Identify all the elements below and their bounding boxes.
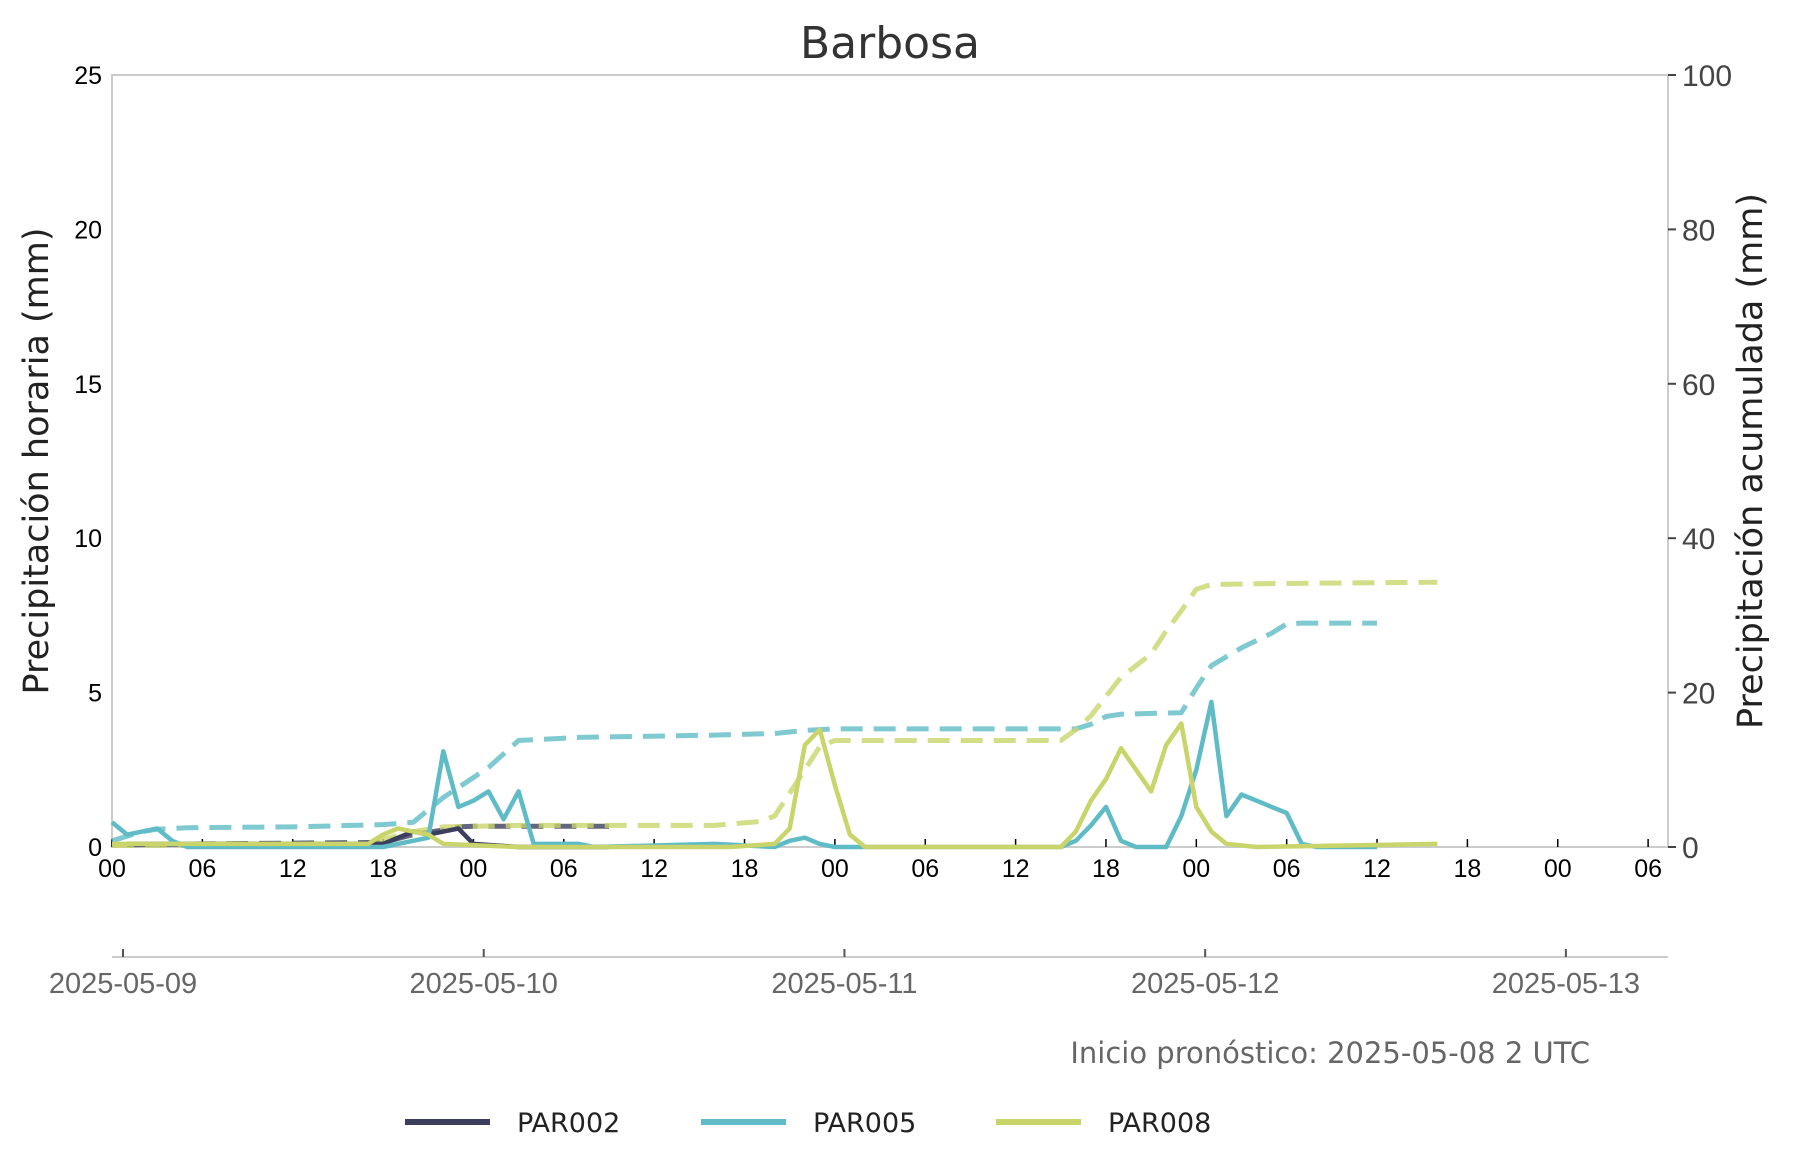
left-tick-label: 5	[88, 680, 102, 708]
hour-tick-label: 18	[1092, 855, 1120, 883]
left-tick-label: 15	[74, 371, 102, 399]
forecast-start-note: Inicio pronóstico: 2025-05-08 2 UTC	[1070, 1036, 1590, 1070]
hourly-line-par008	[112, 721, 1438, 850]
date-tick-label: 2025-05-11	[771, 968, 917, 1000]
date-tick-label: 2025-05-12	[1131, 968, 1279, 1000]
hourly-line-par005	[110, 699, 1377, 850]
accumulated-line-par008	[111, 579, 1438, 848]
hour-tick-label: 06	[1634, 855, 1662, 883]
hour-tick-label: 00	[460, 855, 488, 883]
date-tick-label: 2025-05-10	[410, 968, 558, 1000]
chart-title: Barbosa	[800, 18, 980, 69]
hourly-series-group	[110, 699, 1438, 850]
hour-tick-label: 12	[640, 855, 668, 883]
hour-tick-label: 00	[821, 855, 849, 883]
right-axis-label: Precipitación acumulada (mm)	[1731, 193, 1771, 729]
date-tick-label: 2025-05-13	[1492, 968, 1640, 1000]
left-tick-label: 10	[74, 525, 102, 553]
hour-tick-label: 06	[911, 855, 939, 883]
hour-tick-label: 12	[1002, 855, 1030, 883]
left-axis: 0 5 10 15 20 25	[74, 62, 102, 862]
hour-tick-label: 00	[1544, 855, 1572, 883]
left-tick-label: 25	[74, 62, 102, 90]
hour-tick-label: 18	[1453, 855, 1481, 883]
accumulated-series-group	[111, 579, 1438, 848]
date-axis: 2025-05-09 2025-05-10 2025-05-11 2025-05-12…	[49, 949, 1640, 1000]
hour-tick-label: 12	[1363, 855, 1391, 883]
legend-label-par008: PAR008	[1108, 1108, 1211, 1139]
right-tick-label: 60	[1682, 369, 1715, 402]
hour-tick-label: 18	[731, 855, 759, 883]
hour-tick-label: 00	[98, 855, 126, 883]
date-tick-label: 2025-05-09	[49, 968, 197, 1000]
right-tick-label: 20	[1682, 678, 1715, 711]
right-tick-label: 0	[1682, 832, 1699, 865]
left-tick-label: 0	[88, 834, 102, 862]
legend-label-par002: PAR002	[517, 1108, 620, 1139]
right-tick-label: 80	[1682, 214, 1715, 247]
right-tick-label: 100	[1682, 60, 1732, 93]
right-axis: 0 20 40 60 80 100	[1668, 60, 1732, 865]
accumulated-line-par005	[111, 620, 1377, 844]
left-axis-label: Precipitación horaria (mm)	[17, 227, 57, 694]
hour-tick-label: 06	[550, 855, 578, 883]
hour-tick-label: 18	[369, 855, 397, 883]
legend: PAR002 PAR005 PAR008	[405, 1108, 1211, 1139]
right-tick-label: 40	[1682, 523, 1715, 556]
hour-tick-label: 12	[279, 855, 307, 883]
left-tick-label: 20	[74, 216, 102, 244]
hour-tick-label: 06	[1273, 855, 1301, 883]
hour-axis: 00 06 12 18 00 06 12 18 00 06 12 18 00 06 12 18 00 06	[98, 839, 1662, 883]
hour-tick-label: 06	[188, 855, 216, 883]
hour-tick-label: 00	[1182, 855, 1210, 883]
legend-label-par005: PAR005	[813, 1108, 916, 1139]
